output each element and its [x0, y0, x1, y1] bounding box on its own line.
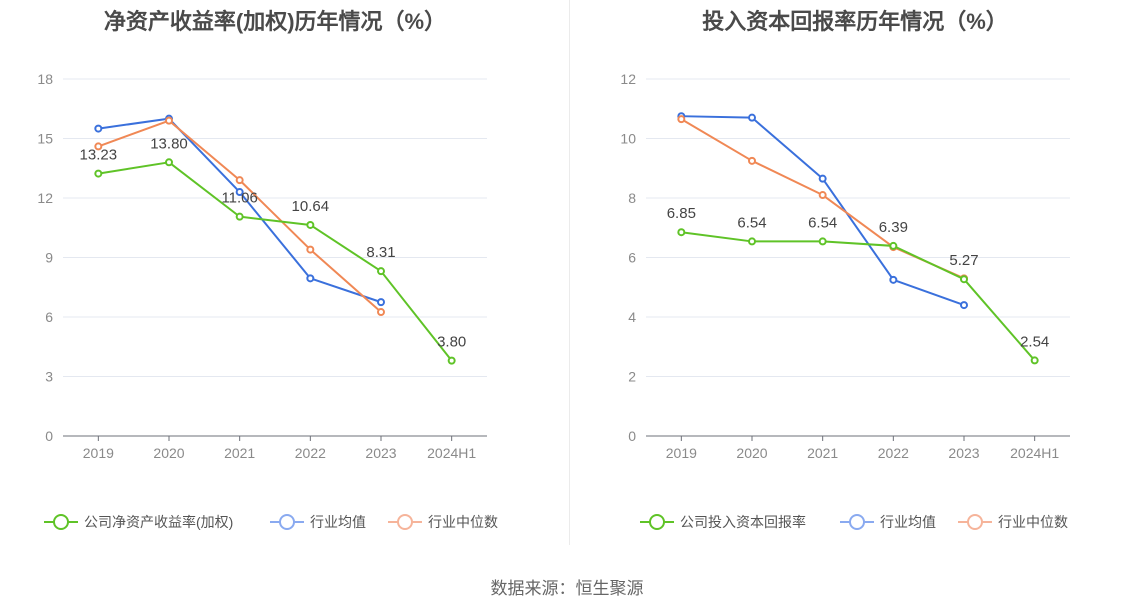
right-point-industry_median [677, 115, 686, 124]
left-ytick-label: 15 [37, 131, 53, 147]
left-legend-marker-industry_median [397, 514, 413, 530]
left-point-industry_avg [235, 188, 244, 197]
left-chart-title: 净资产收益率(加权)历年情况（%） [103, 9, 447, 34]
chart-divider [569, 0, 570, 545]
left-xtick-label: 2020 [153, 445, 184, 461]
right-point-company [677, 228, 686, 237]
right-legend-marker-industry_avg [849, 514, 865, 530]
right-data-label: 6.54 [808, 214, 837, 231]
right-point-industry_median [748, 156, 756, 165]
left-point-company [235, 212, 244, 221]
left-legend-label-industry_avg: 行业均值 [310, 514, 366, 530]
left-point-industry_median [377, 308, 385, 317]
left-data-label: 3.80 [437, 334, 466, 351]
right-legend-label-industry_avg: 行业均值 [880, 514, 936, 530]
right-ytick-label: 6 [628, 250, 636, 266]
right-ytick-label: 10 [620, 131, 636, 147]
right-data-label: 5.27 [949, 252, 978, 269]
data-source: 数据来源：恒生聚源 [490, 579, 644, 598]
right-legend-marker-industry_median [967, 514, 983, 530]
right-xtick-label: 2020 [736, 445, 767, 461]
right-point-industry_median [818, 191, 827, 200]
right-xtick-label: 2024H1 [1010, 445, 1059, 461]
left-legend-marker-company [53, 514, 69, 530]
right-point-company [1030, 356, 1039, 365]
left-point-company [447, 356, 456, 365]
right-xtick-label: 2019 [666, 445, 697, 461]
left-xtick-label: 2021 [224, 445, 255, 461]
left-data-label: 8.31 [366, 244, 395, 261]
right-point-industry_avg [960, 301, 968, 310]
right-data-label: 6.39 [879, 219, 908, 236]
left-ytick-label: 18 [37, 71, 53, 87]
right-point-company [960, 275, 968, 284]
right-ytick-label: 4 [628, 309, 636, 325]
right-data-label: 2.54 [1020, 333, 1049, 350]
right-point-company [889, 241, 898, 250]
left-data-label: 13.80 [150, 135, 188, 152]
left-ytick-label: 6 [45, 309, 53, 325]
left-point-industry_avg [306, 274, 315, 283]
right-series-line-company [681, 231, 1036, 362]
right-ytick-label: 8 [628, 190, 636, 206]
right-ytick-label: 0 [628, 428, 636, 444]
left-point-company [377, 267, 385, 276]
left-data-label: 10.64 [292, 198, 330, 215]
right-point-industry_avg [818, 174, 827, 183]
left-xtick-label: 2023 [365, 445, 396, 461]
right-ytick-label: 12 [620, 71, 636, 87]
left-ytick-label: 9 [45, 250, 53, 266]
left-point-industry_median [235, 176, 244, 185]
left-ytick-label: 3 [45, 369, 53, 385]
left-point-industry_median [306, 245, 315, 254]
left-xtick-label: 2019 [83, 445, 114, 461]
right-data-label: 6.54 [737, 214, 766, 231]
left-legend-marker-industry_avg [279, 514, 295, 530]
right-point-industry_avg [748, 113, 756, 122]
left-legend-label-company: 公司净资产收益率(加权) [84, 514, 233, 530]
right-xtick-label: 2023 [948, 445, 979, 461]
left-legend-label-industry_median: 行业中位数 [428, 514, 498, 530]
right-xtick-label: 2022 [878, 445, 909, 461]
right-point-company [818, 237, 827, 246]
right-point-company [748, 237, 756, 246]
left-xtick-label: 2022 [295, 445, 326, 461]
left-data-label: 13.23 [80, 147, 118, 164]
right-xtick-label: 2021 [807, 445, 838, 461]
left-xtick-label: 2024H1 [427, 445, 476, 461]
right-legend-label-company: 公司投入资本回报率 [680, 514, 806, 530]
right-ytick-label: 2 [628, 369, 636, 385]
left-point-company [94, 169, 103, 178]
left-ytick-label: 12 [37, 190, 53, 206]
right-chart-title: 投入资本回报率历年情况（%） [702, 9, 1008, 34]
left-ytick-label: 0 [45, 428, 53, 444]
left-point-industry_avg [377, 298, 385, 307]
right-point-industry_avg [889, 275, 898, 284]
right-data-label: 6.85 [667, 205, 696, 222]
left-point-industry_median [94, 142, 103, 151]
left-series-line-company [98, 161, 453, 362]
left-point-company [165, 158, 173, 167]
right-legend-label-industry_median: 行业中位数 [998, 514, 1068, 530]
left-point-industry_avg [94, 124, 103, 133]
left-data-label: 11.06 [221, 190, 257, 207]
right-legend-marker-company [649, 514, 665, 530]
left-point-industry_median [165, 116, 173, 125]
left-point-company [306, 220, 315, 229]
